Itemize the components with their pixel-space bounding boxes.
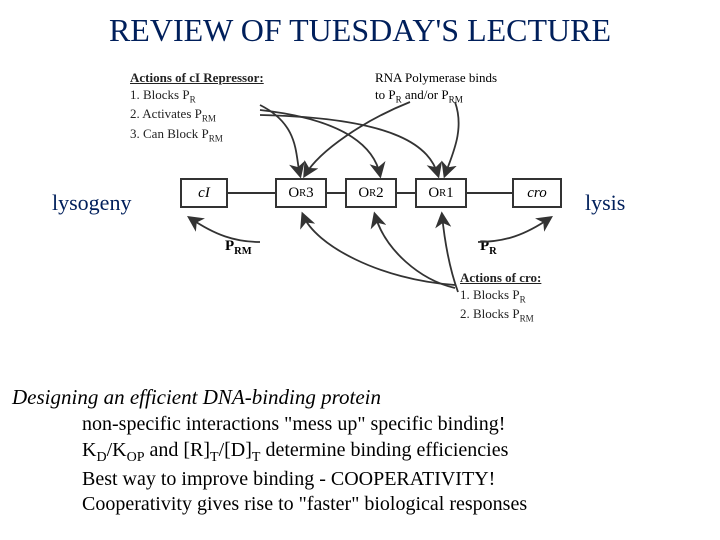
cI-action-3: 3. Can Block PRM	[130, 126, 264, 145]
notes-line-1: non-specific interactions "mess up" spec…	[82, 412, 712, 438]
rna-line1: RNA Polymerase binds	[375, 70, 497, 85]
operator-OR1: OR1	[415, 178, 467, 208]
cro-action-1: 1. Blocks PR	[460, 287, 541, 306]
arrow-cro-to-OR3	[303, 215, 455, 285]
cro-action-2: 2. Blocks PRM	[460, 306, 541, 325]
promoter-PR: PR	[480, 238, 497, 257]
notes-line-2: KD/KOP and [R]T/[D]T determine binding e…	[82, 438, 712, 467]
notes-section: Designing an efficient DNA-binding prote…	[12, 385, 712, 518]
connector-mid2	[397, 192, 415, 194]
arrow-rnapol-to-PRM	[305, 102, 410, 175]
rna-pol-text: RNA Polymerase binds to PR and/or PRM	[375, 70, 497, 106]
notes-line-3: Best way to improve binding - COOPERATIV…	[82, 467, 712, 493]
arrow-cI-to-OR1	[260, 115, 438, 175]
gene-cro: cro	[512, 178, 562, 208]
gene-cI: cI	[180, 178, 228, 208]
page-title: REVIEW OF TUESDAY'S LECTURE	[0, 12, 720, 49]
arrow-cro-to-OR2	[375, 215, 455, 288]
operator-diagram: Actions of cI Repressor: 1. Blocks PR 2.…	[120, 70, 600, 335]
cI-actions-box: Actions of cI Repressor: 1. Blocks PR 2.…	[130, 70, 264, 145]
arrow-cro-to-OR1	[442, 215, 458, 292]
notes-heading: Designing an efficient DNA-binding prote…	[12, 385, 712, 410]
connector-left	[228, 192, 275, 194]
cro-actions-header: Actions of cro:	[460, 270, 541, 287]
operator-OR2: OR2	[345, 178, 397, 208]
arrow-cI-to-OR3	[260, 105, 300, 175]
rna-line2: to PR and/or PRM	[375, 87, 463, 102]
cI-action-2: 2. Activates PRM	[130, 106, 264, 125]
operator-OR3: OR3	[275, 178, 327, 208]
operator-row: cI OR3 OR2 OR1 cro	[120, 178, 600, 220]
cro-actions-box: Actions of cro: 1. Blocks PR 2. Blocks P…	[460, 270, 541, 326]
cI-actions-header: Actions of cI Repressor:	[130, 70, 264, 87]
connector-right	[467, 192, 512, 194]
notes-line-4: Cooperativity gives rise to "faster" bio…	[82, 492, 712, 518]
arrow-cI-to-OR2	[260, 110, 380, 175]
cI-action-1: 1. Blocks PR	[130, 87, 264, 106]
connector-mid1	[327, 192, 345, 194]
promoter-PRM: PRM	[225, 238, 252, 257]
arrow-rnapol-to-PR	[445, 102, 459, 175]
